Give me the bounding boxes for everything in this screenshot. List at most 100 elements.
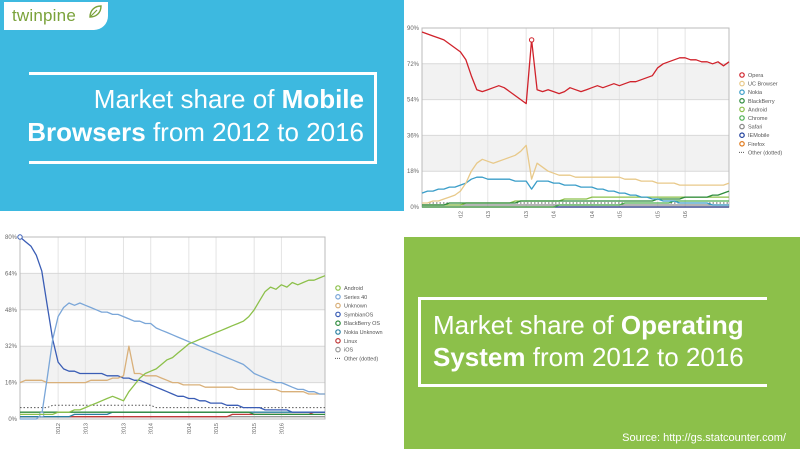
os-series-marker [17,234,23,240]
os-legend-swatch [335,285,341,291]
os-legend-swatch [335,302,341,309]
os-legend-label: SymbianOS [344,312,374,318]
browsers-legend-label: Firefox [748,142,765,148]
browsers-legend-swatch [739,98,745,104]
browsers-legend-swatch [739,132,745,139]
os-xtick-label: Jan 2014 [149,423,155,434]
os-xtick-label: Jan 2015 [214,423,220,434]
os-legend-swatch [335,338,341,344]
browsers-xtick-label: Jan 2015 [617,211,623,218]
os-title-line1: Market share of Operating [433,310,744,340]
os-legend-item: Nokia Unknown [335,329,383,336]
os-legend-item: Series 40 [335,294,367,301]
os-series-android [20,275,326,416]
os-xtick-label: Aug 2012 [56,423,62,434]
browsers-legend-label: IEMobile [748,133,769,139]
browsers-legend-swatch [739,72,745,78]
os-title-box: Market share of Operating System from 20… [418,297,767,387]
os-ytick-label: 16% [5,381,18,387]
browsers-legend-item: Firefox [739,141,765,148]
os-legend-item: Android [335,285,363,292]
os-legend-label: Linux [344,339,357,345]
os-legend-swatch [335,329,341,335]
logo-text: twinpine [12,6,76,25]
source-citation: Source: http://gs.statcounter.com/ [622,432,786,444]
browsers-legend-label: Safari [748,125,762,131]
browsers-grid-band [422,135,729,172]
browsers-xtick-label: Jan 2013 [486,211,492,218]
browsers-title-line2: Browsers from 2012 to 2016 [27,117,364,147]
os-legend-item: Unknown [335,302,367,310]
browsers-legend-label: Android [748,107,767,113]
browsers-series-opera [421,31,730,105]
leaf-icon [89,5,102,18]
os-plot-frame [19,236,326,420]
blue-panel [0,0,404,211]
os-series-series-40 [20,302,325,420]
browsers-series-chrome [422,200,729,208]
os-legend-item: Other (dotted) [335,356,378,362]
browsers-ytick-label: 18% [407,169,420,175]
browsers-xtick-label: Jan 2016 [683,211,689,218]
os-legend-swatch [335,311,341,318]
browsers-legend-swatch [739,123,745,130]
browsers-legend-label: Chrome [748,116,768,122]
os-ytick-label: 32% [5,344,18,350]
browsers-legend-swatch [739,141,745,147]
os-ytick-label: 80% [5,235,18,241]
os-xtick-label: Aug 2015 [252,423,258,434]
browsers-legend-swatch [739,89,745,96]
browsers-ytick-label: 0% [410,205,419,211]
browsers-xtick-label: Jan 2014 [552,211,558,218]
mobile-os-chart: 0% 16% 32% 48% 64% 80% Aug 2012 Jan 2013 Aug 201… [0,229,404,434]
os-legend-swatch [335,346,341,353]
os-legend-label: BlackBerry OS [344,321,380,327]
browsers-legend-item: IEMobile [739,132,769,139]
os-legend-item: Linux [335,338,357,345]
browsers-series-marker [528,37,535,43]
os-xtick-label: Aug 2014 [187,423,193,434]
browsers-legend-label: BlackBerry [748,99,775,105]
browsers-xtick-label: Aug 2015 [656,211,662,218]
os-legend-label: Other (dotted) [344,356,378,362]
os-series-symbianos [19,236,325,413]
os-ytick-label: 0% [8,417,17,423]
browsers-legend-swatch [739,80,745,87]
twinpine-logo: twinpine [4,2,108,30]
os-grid-band [20,346,325,383]
browsers-legend-item: Nokia [739,89,763,96]
os-grid-band [20,273,325,310]
browsers-legend-swatch [739,106,745,113]
browsers-legend-item: Android [739,106,767,113]
browsers-ytick-label: 90% [407,26,420,32]
browsers-xtick-label: Aug 2013 [524,211,530,218]
browsers-legend-item: Safari [739,123,762,131]
os-series-unknown [19,345,325,395]
os-legend-label: Android [344,286,363,292]
browsers-title-box: Market share of Mobile Browsers from 201… [27,72,377,164]
browsers-ytick-label: 36% [407,133,420,139]
browsers-series-nokia [421,176,729,206]
browsers-grid-band [422,63,729,100]
os-legend-label: iOS [344,348,354,354]
browsers-legend-label: UC Browser [748,82,778,88]
mobile-browsers-chart: 0% 18% 36% 54% 72% 90% Aug 2012 Jan 2013 Aug 201… [404,18,800,218]
browsers-series-uc-browser [422,144,730,204]
os-ytick-label: 64% [5,271,18,277]
os-legend-label: Series 40 [344,295,367,301]
green-panel [404,237,800,449]
os-legend-item: SymbianOS [335,311,374,318]
browsers-legend-label: Opera [748,73,764,79]
browsers-legend-item: BlackBerry [739,98,775,105]
os-legend-swatch [335,294,341,300]
os-series-blackberry-os [20,411,325,416]
os-legend-label: Nokia Unknown [344,330,383,336]
os-legend-label: Unknown [344,304,367,310]
os-legend-item: iOS [335,346,354,354]
browsers-legend-item: UC Browser [739,80,778,88]
browsers-xtick-label: Aug 2012 [458,211,464,218]
browsers-legend-item: Other (dotted) [739,150,782,156]
browsers-background [404,18,800,218]
os-ytick-label: 48% [5,308,18,314]
